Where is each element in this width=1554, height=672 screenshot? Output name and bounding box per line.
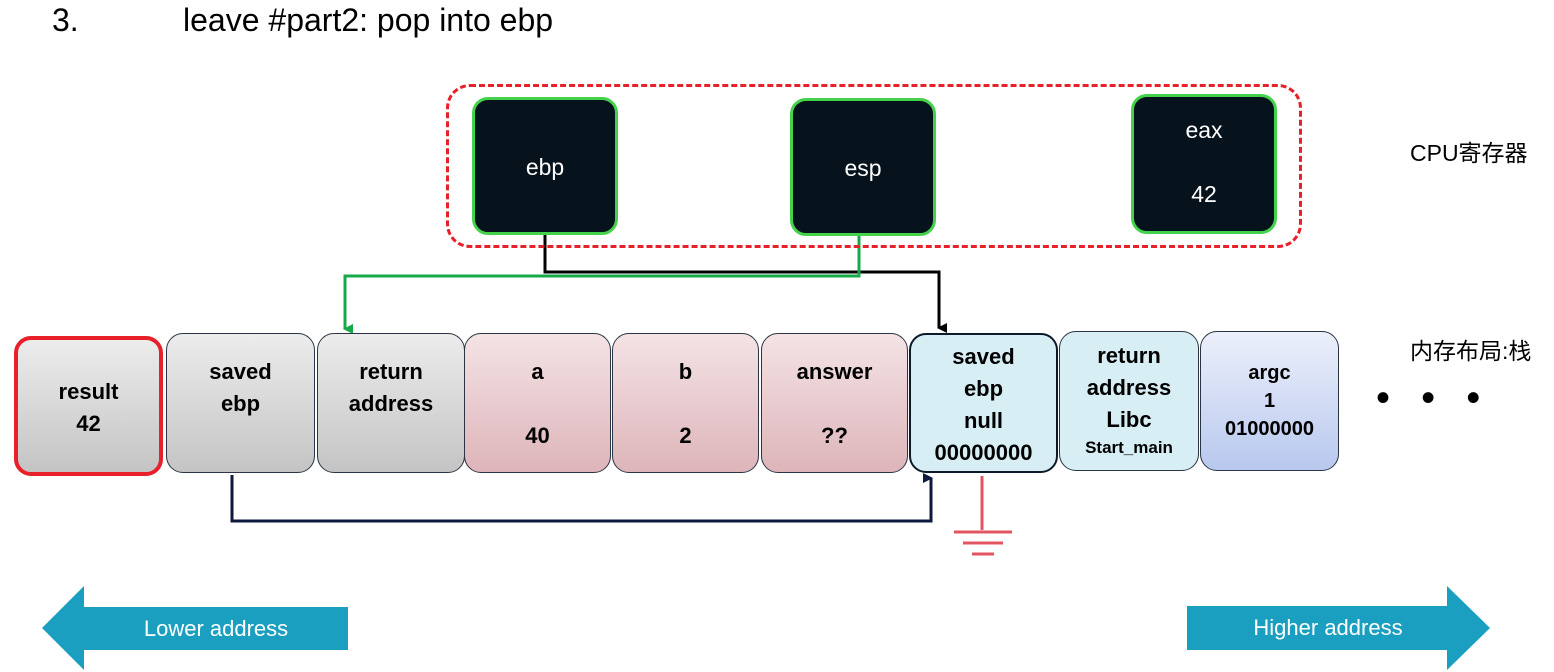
cell-line: 1	[1263, 390, 1276, 412]
ground-symbol	[954, 476, 1012, 556]
register-esp-label: esp	[844, 155, 882, 181]
cell-line: address	[1086, 375, 1172, 400]
more-stack-ellipsis: • • •	[1376, 376, 1491, 420]
higher-address-label: Higher address	[1253, 615, 1403, 640]
lower-address-arrow	[42, 586, 348, 670]
cell-line: saved	[209, 359, 272, 384]
stack-cell-saved-ebp: saved ebp	[166, 333, 315, 473]
cell-line: 2	[679, 423, 692, 448]
stack-cell-saved-ebp-null: saved ebp null 00000000	[909, 333, 1058, 473]
register-ebp: ebp	[472, 97, 618, 235]
cell-line: 40	[525, 423, 550, 448]
stack-cell-a: a 40	[464, 333, 611, 473]
saved-ebp-link-line	[230, 473, 933, 523]
cell-line: argc	[1248, 362, 1291, 384]
stack-cell-result: result 42	[14, 336, 163, 476]
stack-cell-return-address-libc: return address Libc Start_main	[1059, 331, 1199, 471]
cell-line: Start_main	[1085, 438, 1173, 457]
cell-line: Libc	[1106, 407, 1152, 432]
register-ebp-label: ebp	[525, 154, 565, 180]
slide-number: 3.	[52, 2, 79, 38]
cell-line: address	[348, 391, 434, 416]
cpu-registers-label: CPU寄存器	[1410, 140, 1528, 166]
stack-cell-return-address: return address	[317, 333, 465, 473]
cell-line: a	[531, 359, 544, 384]
higher-address-arrow	[1187, 586, 1490, 670]
cell-line: 00000000	[934, 440, 1033, 465]
stack-cell-argc: argc 1 01000000	[1200, 331, 1339, 471]
cell-line: ebp	[220, 391, 261, 416]
cell-line: saved	[952, 344, 1015, 369]
cell-line: result	[58, 379, 119, 404]
slide-title: leave #part2: pop into ebp	[183, 2, 554, 38]
memory-stack-label: 内存布局:栈	[1410, 338, 1532, 364]
ebp-pointer-line	[543, 234, 947, 333]
register-eax: eax 42	[1131, 94, 1277, 234]
cell-line: 01000000	[1225, 418, 1314, 440]
cell-line: answer	[796, 359, 873, 384]
register-esp: esp	[790, 98, 936, 236]
stack-cell-answer: answer ??	[761, 333, 908, 473]
esp-pointer-line	[343, 234, 861, 334]
lower-address-label: Lower address	[143, 616, 289, 641]
register-eax-value: 42	[1191, 181, 1217, 207]
cell-line: 42	[76, 411, 101, 436]
cell-line: b	[678, 359, 693, 384]
register-eax-label: eax	[1185, 117, 1223, 143]
cell-line: return	[1097, 343, 1161, 368]
cell-line: ??	[821, 423, 848, 448]
cell-line: null	[963, 408, 1004, 433]
stack-cell-b: b 2	[612, 333, 759, 473]
cell-line: ebp	[963, 376, 1004, 401]
cell-line: return	[359, 359, 423, 384]
cpu-register-group	[446, 84, 1302, 248]
